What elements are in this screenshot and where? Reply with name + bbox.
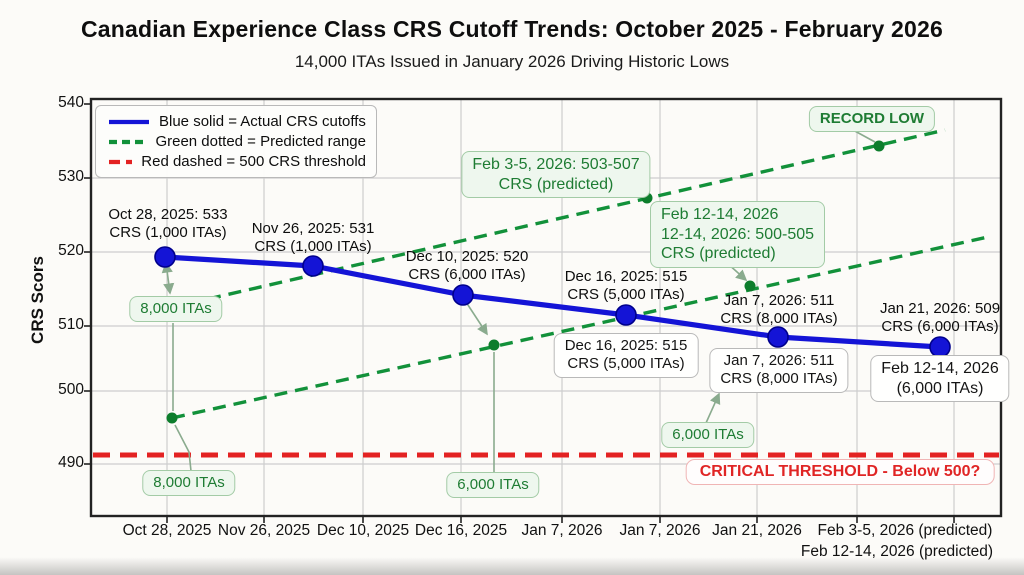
y-tick-label: 500 xyxy=(58,381,84,398)
annotation-line: CRS (5,000 ITAs) xyxy=(567,286,685,304)
callout-record-low: RECORD LOW xyxy=(808,106,936,133)
legend-item: Blue solid = Actual CRS cutoffs xyxy=(108,113,366,130)
leader-line xyxy=(174,424,192,472)
annotation-line: 6,000 ITAs xyxy=(672,426,744,443)
annotation-line: Jan 7, 2026: 511 xyxy=(723,292,835,309)
callout-6000-itas-mid: 6,000 ITAs xyxy=(661,422,755,449)
callout-feb3-5-predicted: Feb 3-5, 2026: 503-507 CRS (predicted) xyxy=(461,151,651,199)
leader-line xyxy=(465,301,488,336)
actual-crs-line xyxy=(162,254,943,350)
ann-nov26: Nov 26, 2025: 531 CRS (1,000 ITAs) xyxy=(252,220,375,257)
predicted-point xyxy=(873,140,885,152)
legend: Blue solid = Actual CRS cutoffs Green dot… xyxy=(95,105,377,178)
legend-line-sample xyxy=(109,119,149,124)
data-point xyxy=(767,326,789,348)
x-tick-label: Feb 3-5, 2026 (predicted) xyxy=(817,522,993,539)
data-point xyxy=(452,284,474,306)
predicted-point xyxy=(166,412,178,424)
leader-lines-layer xyxy=(161,129,876,472)
annotation-line: CRS (1,000 ITAs) xyxy=(254,238,372,256)
ann-jan7: Jan 7, 2026: 511 CRS (8,000 ITAs) xyxy=(720,292,837,329)
annotation-line: Dec 16, 2025: 515 xyxy=(564,268,688,285)
callout-critical-threshold: CRITICAL THRESHOLD - Below 500? xyxy=(685,459,995,485)
plot-frame xyxy=(84,97,1003,523)
data-point xyxy=(302,255,324,277)
annotation-line: CRITICAL THRESHOLD - Below 500? xyxy=(699,463,981,480)
annotation-line: CRS (1,000 ITAs) xyxy=(109,224,227,242)
annotation-line: 12-14, 2026: 500-505 xyxy=(661,225,815,243)
annotation-line: CRS (8,000 ITAs) xyxy=(720,370,838,388)
annotation-line: Feb 3-5, 2026: 503-507 xyxy=(472,156,640,173)
annotation-line: Dec 16, 2025: 515 xyxy=(564,337,688,354)
data-point xyxy=(154,246,176,268)
legend-label: Blue solid = Actual CRS cutoffs xyxy=(159,113,366,130)
y-tick-label: 530 xyxy=(58,168,84,185)
annotation-line: 8,000 ITAs xyxy=(153,474,225,491)
x-tick-label: Feb 12-14, 2026 (predicted) xyxy=(800,543,994,560)
annotation-line: CRS (5,000 ITAs) xyxy=(567,355,685,373)
annotation-line: 6,000 ITAs xyxy=(457,476,529,493)
annotation-line: CRS (predicted) xyxy=(498,175,614,193)
annotation-line: 8,000 ITAs xyxy=(140,300,212,317)
leader-line xyxy=(161,261,175,295)
annotation-line: RECORD LOW xyxy=(819,110,925,127)
callout-6000-itas-lower: 6,000 ITAs xyxy=(446,472,540,499)
box-dec16: Dec 16, 2025: 515 CRS (5,000 ITAs) xyxy=(553,333,699,378)
legend-line-sample xyxy=(109,139,147,144)
annotation-line: Jan 21, 2026: 509 xyxy=(879,300,1001,317)
legend-item: Green dotted = Predicted range xyxy=(108,133,366,150)
page-title: Canadian Experience Class CRS Cutoff Tre… xyxy=(80,16,944,42)
axes-frame xyxy=(89,97,1003,518)
ann-dec10: Dec 10, 2025: 520 CRS (6,000 ITAs) xyxy=(406,248,529,285)
legend-label: Green dotted = Predicted range xyxy=(155,133,366,150)
x-tick-label: Dec 10, 2025 xyxy=(316,522,410,539)
annotation-line: Nov 26, 2025: 531 xyxy=(251,220,375,237)
box-feb12-14-itas: Feb 12-14, 2026 (6,000 ITAs) xyxy=(870,355,1010,403)
annotation-line: Oct 28, 2025: 533 xyxy=(108,206,228,223)
callout-8000-itas-lower: 8,000 ITAs xyxy=(142,470,236,497)
annotation-line: Dec 10, 2025: 520 xyxy=(405,248,529,265)
ann-oct28: Oct 28, 2025: 533 CRS (1,000 ITAs) xyxy=(108,206,227,243)
legend-item: Red dashed = 500 CRS threshold xyxy=(108,153,366,170)
predicted-point xyxy=(488,339,500,351)
data-point xyxy=(929,336,951,358)
x-tick-label: Jan 21, 2026 xyxy=(712,522,802,539)
page-subtitle: 14,000 ITAs Issued in January 2026 Drivi… xyxy=(294,52,730,71)
annotation-line: Feb 12-14, 2026 xyxy=(661,206,779,223)
leader-line xyxy=(705,392,721,424)
annotation-line: CRS (6,000 ITAs) xyxy=(881,318,999,336)
legend-line-sample xyxy=(109,159,133,164)
x-tick-label: Jan 7, 2026 xyxy=(619,522,701,539)
callout-feb12-14-predicted: Feb 12-14, 2026 12-14, 2026: 500-505 CRS (… xyxy=(650,201,826,268)
data-point xyxy=(615,304,637,326)
x-tick-label: Dec 16, 2025 xyxy=(414,522,508,539)
y-tick-label: 490 xyxy=(58,454,84,471)
y-tick-label: 520 xyxy=(58,242,84,259)
annotation-line: Feb 12-14, 2026 xyxy=(881,360,999,377)
annotation-line: CRS (8,000 ITAs) xyxy=(720,310,838,328)
y-tick-label: 540 xyxy=(58,94,84,111)
actual-line-layer xyxy=(154,246,951,358)
x-tick-label: Oct 28, 2025 xyxy=(122,522,212,539)
annotation-line: (6,000 ITAs) xyxy=(896,379,984,397)
ann-dec16: Dec 16, 2025: 515 CRS (5,000 ITAs) xyxy=(565,268,688,305)
y-tick-label: 510 xyxy=(58,316,84,333)
predicted-lower-line xyxy=(171,235,989,420)
annotation-line: Jan 7, 2026: 511 xyxy=(723,352,835,369)
annotation-line: CRS (6,000 ITAs) xyxy=(408,266,526,284)
annotation-line: CRS (predicted) xyxy=(661,245,776,263)
ann-jan21: Jan 21, 2026: 509 CRS (6,000 ITAs) xyxy=(880,300,1000,337)
legend-label: Red dashed = 500 CRS threshold xyxy=(141,153,366,170)
callout-8000-itas-upper: 8,000 ITAs xyxy=(129,296,223,323)
y-axis-title: CRS Scors xyxy=(28,256,47,344)
predicted-point xyxy=(744,280,756,292)
x-tick-label: Nov 26, 2025 xyxy=(217,522,311,539)
box-jan7: Jan 7, 2026: 511 CRS (8,000 ITAs) xyxy=(709,348,849,393)
x-tick-label: Jan 7, 2026 xyxy=(521,522,603,539)
